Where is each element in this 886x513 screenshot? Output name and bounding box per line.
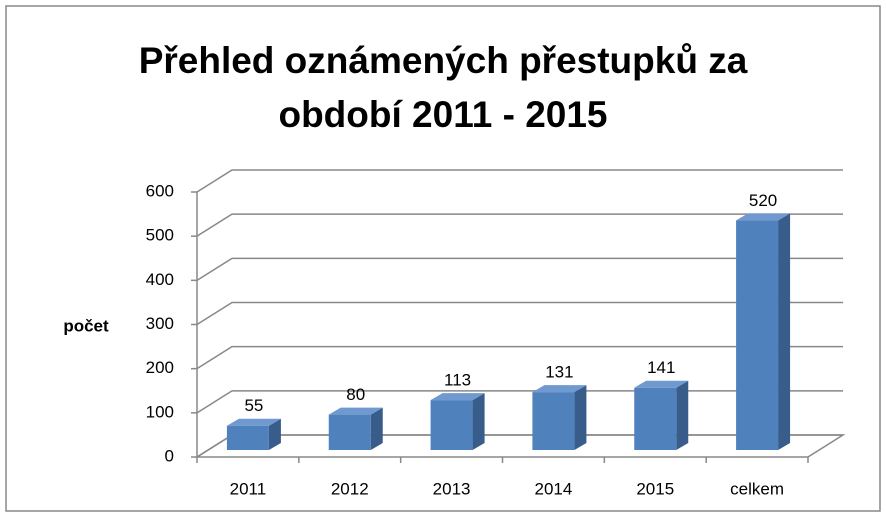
grid-line: [196, 257, 843, 281]
x-tick-label: 2011: [230, 479, 267, 498]
bar: [634, 380, 689, 450]
y-tick-label: 600: [146, 181, 174, 200]
value-label: 80: [346, 385, 365, 404]
bar-top: [226, 418, 281, 426]
bar-front: [532, 392, 575, 450]
bar-side: [370, 407, 383, 450]
y-tick-label: 0: [165, 446, 174, 465]
value-label: 141: [647, 358, 675, 377]
bar-front: [430, 400, 473, 450]
bar: [532, 385, 587, 450]
y-tick-label: 500: [146, 226, 174, 245]
value-label: 520: [749, 191, 777, 210]
bar: [430, 393, 485, 450]
x-tick-label: 2013: [433, 479, 471, 498]
y-tick-label: 400: [146, 270, 174, 289]
grid-line: [196, 345, 843, 370]
y-tick-label: 200: [146, 358, 174, 377]
bar: [328, 407, 383, 450]
grid-line: [196, 169, 843, 193]
bar-top: [736, 213, 791, 221]
value-label: 55: [244, 396, 263, 415]
bar: [736, 213, 791, 450]
x-tick-label: 2012: [331, 479, 369, 498]
value-label: 113: [444, 371, 471, 390]
bar-front: [736, 220, 779, 450]
chart-title: Přehled oznámených přestupků za období 2…: [138, 40, 748, 135]
bar-front: [328, 414, 371, 450]
bar-front: [634, 387, 677, 450]
y-tick-label: 300: [146, 314, 174, 333]
value-label: 131: [545, 363, 573, 382]
bar-side: [268, 418, 281, 450]
bar-side: [574, 385, 587, 450]
bar-side: [676, 380, 689, 450]
grid-line: [196, 301, 843, 326]
bar-front: [226, 425, 269, 450]
bar-side: [472, 393, 485, 450]
x-tick-label: celkem: [730, 479, 784, 498]
x-tick-label: 2015: [636, 479, 674, 498]
bar: [226, 418, 281, 450]
x-tick-label: 2014: [535, 479, 573, 498]
bar-top: [634, 380, 689, 388]
bar-top: [328, 407, 383, 415]
grid-line: [196, 213, 843, 237]
y-axis-label: počet: [63, 316, 109, 335]
bar-side: [778, 213, 791, 450]
bar-top: [532, 385, 587, 393]
bar-top: [430, 393, 485, 401]
y-tick-label: 100: [146, 402, 174, 421]
